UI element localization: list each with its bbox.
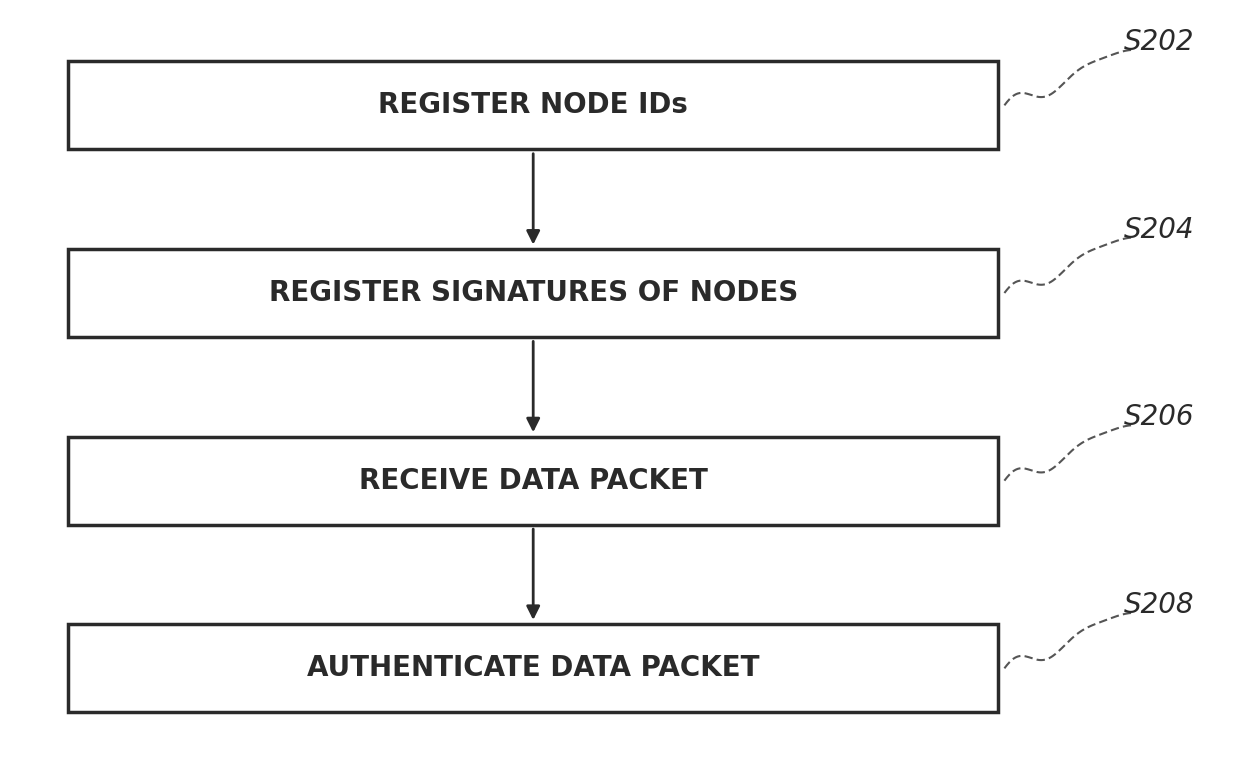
Text: S204: S204: [1125, 216, 1194, 244]
Bar: [68, 624, 998, 712]
Text: RECEIVE DATA PACKET: RECEIVE DATA PACKET: [358, 466, 708, 495]
Bar: [68, 249, 998, 337]
Text: REGISTER NODE IDs: REGISTER NODE IDs: [378, 91, 688, 119]
Text: S202: S202: [1125, 28, 1194, 56]
Text: REGISTER SIGNATURES OF NODES: REGISTER SIGNATURES OF NODES: [269, 279, 797, 307]
Bar: [68, 61, 998, 149]
Text: AUTHENTICATE DATA PACKET: AUTHENTICATE DATA PACKET: [308, 654, 759, 683]
Bar: [68, 437, 998, 525]
Text: S206: S206: [1125, 404, 1194, 431]
Text: S208: S208: [1125, 591, 1194, 619]
